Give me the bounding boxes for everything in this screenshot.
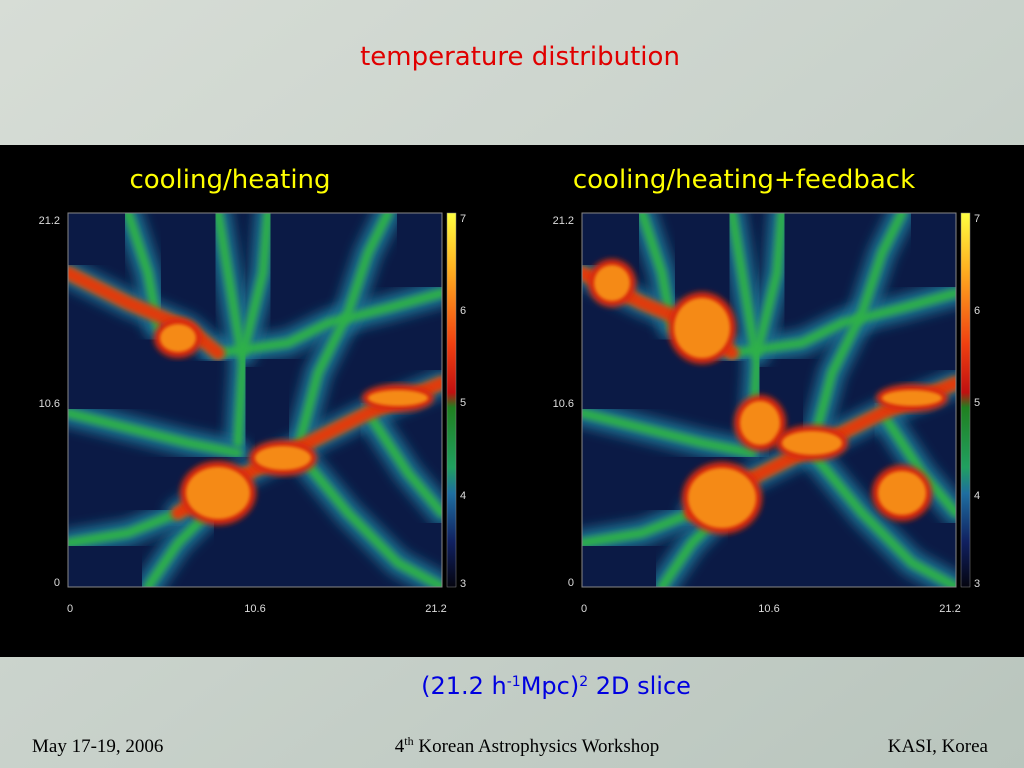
colorbar-tick-label: 6 <box>974 305 980 317</box>
filament <box>293 213 393 453</box>
x-tick-label: 21.2 <box>939 603 960 615</box>
x-tick-label: 21.2 <box>425 603 446 615</box>
colorbar-tick-label: 5 <box>974 397 980 409</box>
filament <box>238 213 273 358</box>
colorbar-tick-label: 7 <box>974 213 980 225</box>
halo-core <box>255 446 311 470</box>
filament <box>213 288 442 358</box>
caption-superscript: -1 <box>507 674 521 690</box>
image-frame <box>67 212 443 588</box>
filament <box>68 408 243 458</box>
colorbar-tick-label: 7 <box>460 213 466 225</box>
image-frame <box>581 212 957 588</box>
panel: cooling/heating+feedback 21.2 10.6 0 0 10.6 21… <box>553 165 981 615</box>
panel-title: cooling/heating+feedback <box>573 165 915 195</box>
halo-core <box>740 401 780 445</box>
caption-text: (21.2 h <box>421 672 507 700</box>
filament <box>68 508 183 548</box>
y-tick-label: 0 <box>54 577 60 589</box>
halo-core <box>782 431 842 455</box>
x-tick-label: 10.6 <box>244 603 265 615</box>
x-tick-label: 0 <box>581 603 587 615</box>
footer-venue: KASI, Korea <box>888 736 989 757</box>
footer-event-text: Korean Astrophysics Workshop <box>414 736 660 757</box>
footer-date: May 17-19, 2006 <box>32 736 163 757</box>
footer-event: 4th Korean Astrophysics Workshop <box>395 734 659 757</box>
y-tick-label: 10.6 <box>553 398 574 410</box>
filament <box>752 213 787 358</box>
halo-core <box>688 468 756 528</box>
x-tick-label: 10.6 <box>758 603 779 615</box>
colorbar-tick-label: 6 <box>460 305 466 317</box>
y-tick-label: 0 <box>568 577 574 589</box>
filament <box>293 448 442 587</box>
colorbar-tick-label: 5 <box>460 397 466 409</box>
filament <box>582 508 697 548</box>
halo-core <box>594 265 630 301</box>
caption-text: 2D slice <box>588 672 691 700</box>
simulation-image <box>582 213 956 587</box>
colorbar-tick-label: 3 <box>460 578 466 590</box>
halo-core <box>368 390 428 406</box>
halo-core <box>878 471 926 515</box>
colorbar-tick-label: 4 <box>460 490 466 502</box>
filament <box>582 408 757 458</box>
filaments <box>68 213 442 587</box>
caption: (21.2 h-1Mpc)2 2D slice <box>421 672 691 700</box>
halo-core <box>186 467 250 519</box>
colorbar-tick-label: 4 <box>974 490 980 502</box>
halo-core <box>882 390 942 406</box>
footer-event-superscript: th <box>404 734 413 748</box>
colorbar-tick-label: 3 <box>974 578 980 590</box>
filament <box>213 213 248 448</box>
y-tick-label: 10.6 <box>39 398 60 410</box>
panel: cooling/heating 21.2 10.6 0 0 10.6 21.2 7 6 5 4 3 <box>39 165 467 615</box>
hot-filament <box>68 266 225 360</box>
simulation-image <box>68 213 442 587</box>
colorbar <box>960 212 971 588</box>
panel-title: cooling/heating <box>129 165 330 195</box>
y-tick-label: 21.2 <box>553 215 574 227</box>
caption-superscript: 2 <box>579 674 588 690</box>
filaments <box>582 213 956 587</box>
filament <box>143 508 213 587</box>
colorbar <box>446 212 457 588</box>
halo-core <box>160 324 196 352</box>
filament <box>807 448 956 587</box>
y-tick-label: 21.2 <box>39 215 60 227</box>
x-tick-label: 0 <box>67 603 73 615</box>
filament <box>807 213 907 453</box>
filament <box>363 408 442 518</box>
slide-title: temperature distribution <box>360 42 680 72</box>
caption-text: Mpc) <box>521 672 580 700</box>
filament <box>727 288 956 358</box>
footer-event-text: 4 <box>395 736 405 757</box>
halo-core <box>674 298 730 358</box>
